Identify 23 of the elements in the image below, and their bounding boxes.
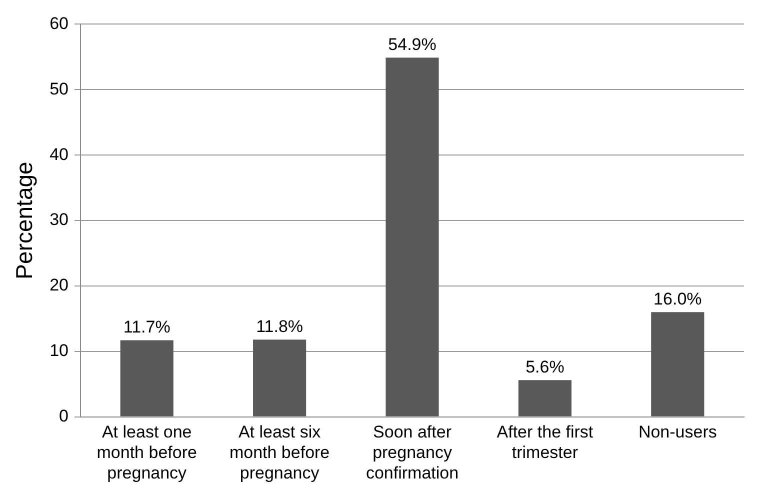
y-tick-label: 0 bbox=[59, 406, 69, 426]
y-tick-label: 10 bbox=[50, 341, 69, 360]
y-tick-label: 50 bbox=[50, 79, 69, 98]
data-label: 11.8% bbox=[256, 316, 304, 336]
y-tick-label: 40 bbox=[50, 144, 69, 164]
data-label: 11.7% bbox=[123, 317, 170, 336]
y-tick-label: 30 bbox=[50, 210, 69, 230]
bar bbox=[386, 58, 439, 416]
y-tick-label: 20 bbox=[50, 276, 69, 295]
data-label: 54.9% bbox=[388, 34, 436, 54]
x-tick-label: Soon after pregnancy confirmation bbox=[366, 422, 459, 482]
bar bbox=[253, 340, 306, 416]
x-tick-label: At least one month before pregnancy bbox=[96, 422, 197, 482]
y-axis-title: Percentage bbox=[11, 162, 38, 280]
bar bbox=[651, 312, 704, 416]
bar bbox=[518, 380, 572, 416]
x-tick-label: After the first trimester bbox=[496, 422, 594, 462]
x-tick-label: Non-users bbox=[638, 422, 717, 442]
x-tick-label: At least six month before pregnancy bbox=[229, 422, 330, 482]
y-tick-label: 60 bbox=[50, 14, 69, 33]
data-label: 16.0% bbox=[654, 289, 702, 308]
bar bbox=[120, 340, 174, 416]
data-label: 5.6% bbox=[526, 357, 564, 376]
